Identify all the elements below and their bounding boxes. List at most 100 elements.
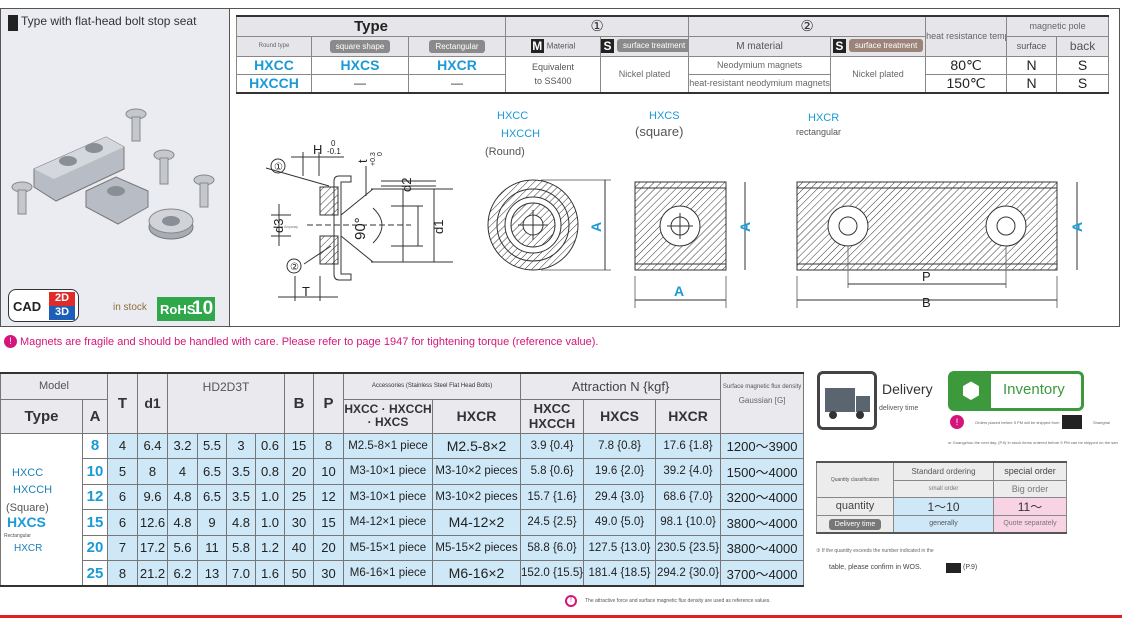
size-a[interactable]: 8 (82, 432, 108, 459)
type-hxcr[interactable]: HXCR (407, 55, 507, 75)
part2-header: ② (688, 15, 927, 37)
type-label-rectangular: Rectangular (4, 533, 31, 539)
cell-acc1: M3-10×1 piece (343, 483, 433, 510)
size-a[interactable]: 20 (82, 534, 108, 561)
header-a: A (82, 398, 108, 434)
cell-acc2: M3-10×2 pieces (431, 458, 522, 485)
anyway-label: Anyway (284, 224, 298, 229)
dim-d3: d3 (271, 219, 286, 233)
cell-at1: 58.8 {6.0} (520, 534, 585, 561)
size-a[interactable]: 25 (82, 560, 108, 587)
product-title: Type with flat-head bolt stop seat (21, 14, 197, 28)
cell-at2: 127.5 {13.0} (583, 534, 657, 561)
back-label: back (1056, 35, 1110, 57)
stock-label: in stock (113, 302, 147, 313)
page-ref-link[interactable]: (P.9) (963, 564, 978, 571)
cell-c4: 13 (197, 560, 227, 587)
cell-g: 3800〜4000 (720, 509, 805, 536)
type-hxcs[interactable]: HXCS (311, 55, 409, 75)
cell-T: 7 (107, 534, 138, 561)
pole-back: S (1056, 55, 1110, 75)
notice-icon: ! (950, 415, 964, 429)
pole-surface: N (1006, 55, 1058, 75)
cell-acc2: M3-10×2 pieces (431, 483, 522, 510)
type-labels: HXCC HXCCH (Square) HXCS Rectangular HXC… (4, 450, 84, 580)
type-hxcch[interactable]: HXCCH (236, 73, 312, 93)
cell-acc1: M2.5-8×1 piece (343, 432, 433, 459)
type-hxcc[interactable]: HXCC (236, 55, 312, 75)
cell-acc2: M6-16×2 (431, 560, 522, 587)
cell-c3: 4.8 (167, 483, 198, 510)
quantity-table: Quantity classification Standard orderin… (816, 461, 1067, 534)
cell-at3: 68.6 {7.0} (655, 483, 722, 510)
cad-3d: 3D (49, 306, 75, 320)
cell-c5: 3.5 (226, 483, 256, 510)
round-magnet (148, 208, 194, 240)
cell-d1: 12.6 (137, 509, 168, 536)
info-icon: ! (565, 595, 577, 607)
type-row: HXCCH — — heat-resistant neodymium magne… (236, 73, 1110, 93)
delivery-icon (817, 371, 877, 430)
surface-label: surface (1006, 35, 1058, 57)
header-attraction: Attraction N {kgf} (520, 372, 722, 400)
spec-row: 25 8 21.2 6.2 13 7.0 1.6 50 30 M6-16×1 piece M6-16… (1, 560, 805, 587)
spec-box (230, 8, 1120, 327)
cell-at2: 49.0 {5.0} (583, 509, 657, 536)
cell-P: 10 (313, 458, 344, 485)
round-type-label: Round type (236, 35, 312, 57)
size-a[interactable]: 12 (82, 483, 108, 510)
cell-c3: 4 (167, 458, 198, 485)
inventory-label: Inventory (1003, 381, 1065, 398)
cell-at2: 7.8 {0.8} (583, 432, 657, 459)
type-label-square: (Square) (6, 502, 49, 514)
rect-magnet (33, 136, 125, 202)
cell-at3: 98.1 {10.0} (655, 509, 722, 536)
cell-at2: 181.4 {18.5} (583, 560, 657, 587)
spec-row: 12 6 9.6 4.8 6.5 3.5 1.0 25 12 M3-10×1 piece M3-10… (1, 483, 805, 510)
round-label-hxcch: HXCCH (501, 128, 540, 140)
square-label-square: (square) (635, 124, 683, 139)
material-label: Material (546, 41, 576, 51)
dim-d1: d1 (431, 220, 446, 234)
cell-d1: 8 (137, 458, 168, 485)
surface-treatment-label-2: surface treatment (848, 39, 924, 53)
bottom-rule (0, 615, 1122, 620)
s-icon: S (832, 39, 846, 53)
quantity-label: quantity (816, 496, 894, 516)
callout-1: ① (274, 162, 283, 173)
quantity-note-2: table, please confirm in WOS. (829, 564, 922, 571)
size-a[interactable]: 10 (82, 458, 108, 485)
quantity-note-1: ③ If the quantity exceeds the number ind… (816, 548, 934, 554)
cell-acc2: M4-12×2 (431, 509, 522, 536)
cell-T: 6 (107, 483, 138, 510)
dim-p: P (922, 269, 931, 284)
dim-a-rect: A (1069, 222, 1085, 232)
rectangular-label: Rectangular (429, 39, 485, 53)
cell-c6: 0.6 (255, 432, 285, 459)
size-a[interactable]: 15 (82, 509, 108, 536)
cell-c5: 7.0 (226, 560, 256, 587)
dim-t-small: t (355, 159, 370, 163)
header-acc-hxcr: HXCR (431, 398, 522, 434)
warning-notice: ! Magnets are fragile and should be hand… (4, 335, 598, 348)
cell-c3: 3.2 (167, 432, 198, 459)
square-label-hxcs: HXCS (649, 110, 680, 122)
product-panel: Type with flat-head bolt stop seat CAD 2… (0, 8, 230, 327)
round-view (487, 179, 611, 271)
m-icon: M (530, 39, 544, 53)
cell-at3: 39.2 {4.0} (655, 458, 722, 485)
header-flux: Surface magnetic flux density Gaussian [G… (720, 372, 805, 434)
cell-B: 50 (284, 560, 314, 587)
cell-c5: 5.8 (226, 534, 256, 561)
header-d1: d1 (137, 372, 168, 434)
cad-badge[interactable]: CAD 2D 3D (8, 289, 79, 322)
type-label-hxcc: HXCC (12, 467, 44, 479)
type-cell (0, 432, 83, 587)
cell-B: 40 (284, 534, 314, 561)
type-label-hxcs: HXCS (7, 514, 46, 530)
header-att-hxcr: HXCR (655, 398, 722, 434)
spec-row: 8 4 6.4 3.2 5.5 3 0.6 15 8 M2.5-8×1 piece M2.5-8×2… (0, 432, 805, 587)
cell-c6: 0.8 (255, 458, 285, 485)
header-hd2d3t: HD2D3T (167, 372, 285, 434)
cell-P: 20 (313, 534, 344, 561)
